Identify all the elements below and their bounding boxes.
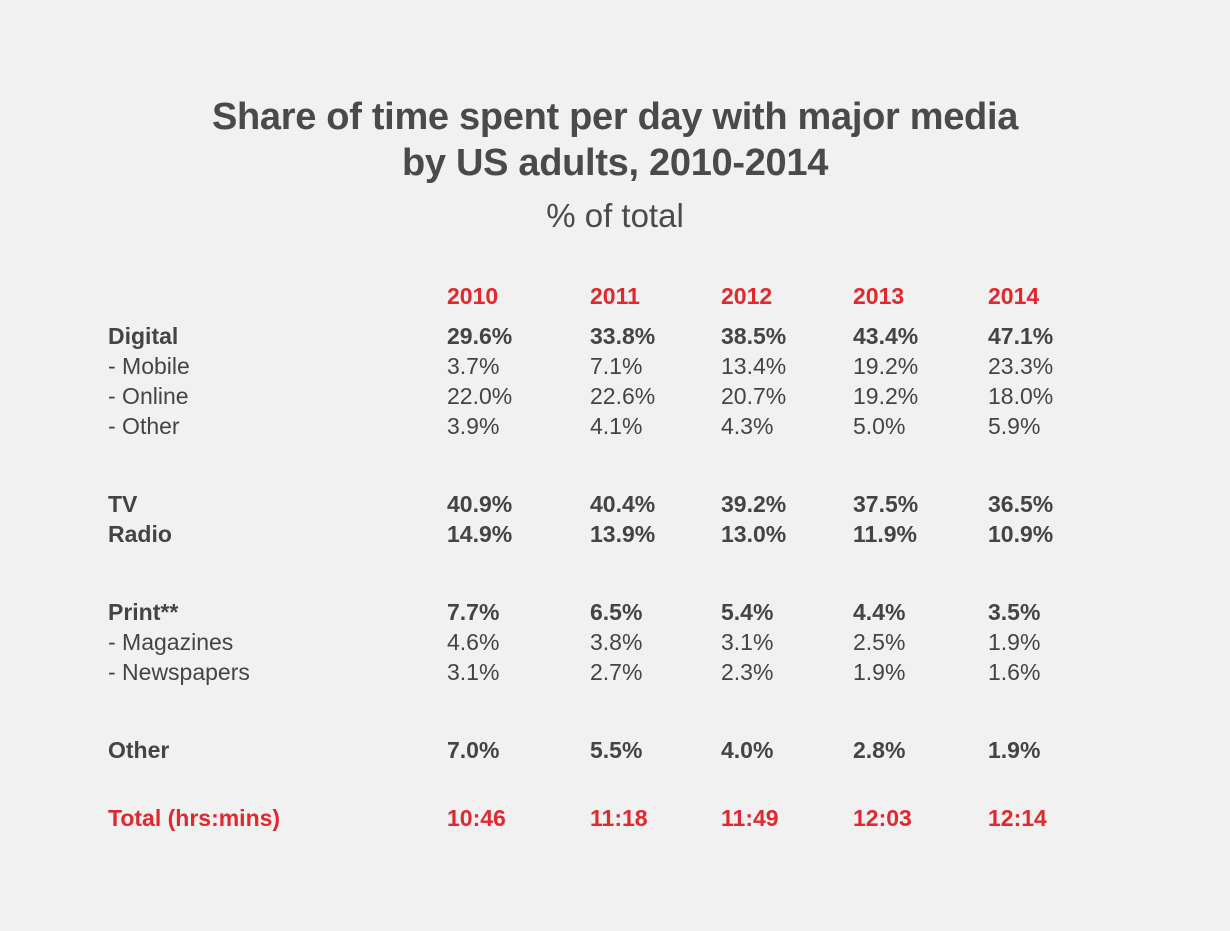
cell-other-2010: 3.9% (447, 413, 500, 439)
cell-online-2011: 22.6% (590, 383, 656, 409)
cell-magazines-2012: 3.1% (721, 629, 774, 655)
column-header-2013: 2013 (853, 283, 905, 309)
cell-other-2014: 1.9% (988, 737, 1041, 763)
cell-mobile-2011: 7.1% (590, 353, 643, 379)
cell-other-2014: 5.9% (988, 413, 1041, 439)
row-label-print: Print** (108, 599, 179, 625)
row-label-other: - Other (108, 413, 180, 439)
column-header-2011: 2011 (590, 283, 640, 309)
row-label-magazines: - Magazines (108, 629, 234, 655)
cell-other-2011: 5.5% (590, 737, 643, 763)
cell-total-hrs-mins-2012: 11:49 (721, 805, 779, 831)
cell-tv-2010: 40.9% (447, 491, 513, 517)
chart-title-line-1: Share of time spent per day with major m… (211, 96, 1019, 138)
cell-other-2013: 2.8% (853, 737, 906, 763)
cell-magazines-2010: 4.6% (447, 629, 500, 655)
cell-total-hrs-mins-2014: 12:14 (988, 805, 1047, 831)
cell-magazines-2011: 3.8% (590, 629, 643, 655)
cell-magazines-2014: 1.9% (988, 629, 1041, 655)
cell-other-2011: 4.1% (590, 413, 643, 439)
cell-newspapers-2014: 1.6% (988, 659, 1041, 685)
cell-total-hrs-mins-2011: 11:18 (590, 805, 648, 831)
cell-online-2012: 20.7% (721, 383, 787, 409)
cell-mobile-2012: 13.4% (721, 353, 787, 379)
column-header-2014: 2014 (988, 283, 1040, 309)
cell-newspapers-2012: 2.3% (721, 659, 774, 685)
cell-online-2013: 19.2% (853, 383, 919, 409)
row-label-newspapers: - Newspapers (108, 659, 250, 685)
cell-online-2010: 22.0% (447, 383, 513, 409)
cell-radio-2014: 10.9% (988, 521, 1054, 547)
cell-digital-2012: 38.5% (721, 323, 787, 349)
cell-print-2012: 5.4% (721, 599, 774, 625)
cell-online-2014: 18.0% (988, 383, 1054, 409)
chart-title: Share of time spent per day with major m… (0, 94, 1230, 186)
row-label-online: - Online (108, 383, 189, 409)
row-label-digital: Digital (108, 323, 179, 349)
cell-tv-2014: 36.5% (988, 491, 1054, 517)
cell-radio-2010: 14.9% (447, 521, 513, 547)
cell-mobile-2010: 3.7% (447, 353, 500, 379)
cell-tv-2012: 39.2% (721, 491, 787, 517)
cell-print-2013: 4.4% (853, 599, 906, 625)
cell-total-hrs-mins-2010: 10:46 (447, 805, 506, 831)
cell-other-2010: 7.0% (447, 737, 500, 763)
cell-tv-2013: 37.5% (853, 491, 919, 517)
cell-print-2014: 3.5% (988, 599, 1041, 625)
row-label-radio: Radio (108, 521, 172, 547)
cell-tv-2011: 40.4% (590, 491, 656, 517)
column-header-2010: 2010 (447, 283, 499, 309)
cell-print-2011: 6.5% (590, 599, 643, 625)
chart-title-line-2: by US adults, 2010-2014 (401, 142, 829, 184)
row-label-mobile: - Mobile (108, 353, 190, 379)
chart-subtitle: % of total (546, 197, 684, 234)
cell-mobile-2014: 23.3% (988, 353, 1054, 379)
cell-radio-2012: 13.0% (721, 521, 787, 547)
row-label-total-hrs-mins: Total (hrs:mins) (108, 805, 281, 831)
cell-print-2010: 7.7% (447, 599, 500, 625)
cell-digital-2010: 29.6% (447, 323, 513, 349)
cell-newspapers-2010: 3.1% (447, 659, 500, 685)
cell-radio-2011: 13.9% (590, 521, 656, 547)
cell-magazines-2013: 2.5% (853, 629, 906, 655)
column-header-2012: 2012 (721, 283, 773, 309)
cell-total-hrs-mins-2013: 12:03 (853, 805, 912, 831)
cell-radio-2013: 11.9% (853, 521, 917, 547)
cell-mobile-2013: 19.2% (853, 353, 919, 379)
row-label-tv: TV (108, 491, 138, 517)
cell-digital-2011: 33.8% (590, 323, 656, 349)
cell-newspapers-2011: 2.7% (590, 659, 643, 685)
cell-digital-2013: 43.4% (853, 323, 919, 349)
cell-digital-2014: 47.1% (988, 323, 1054, 349)
cell-other-2012: 4.0% (721, 737, 774, 763)
cell-other-2013: 5.0% (853, 413, 906, 439)
row-label-other: Other (108, 737, 170, 763)
cell-newspapers-2013: 1.9% (853, 659, 906, 685)
cell-other-2012: 4.3% (721, 413, 774, 439)
